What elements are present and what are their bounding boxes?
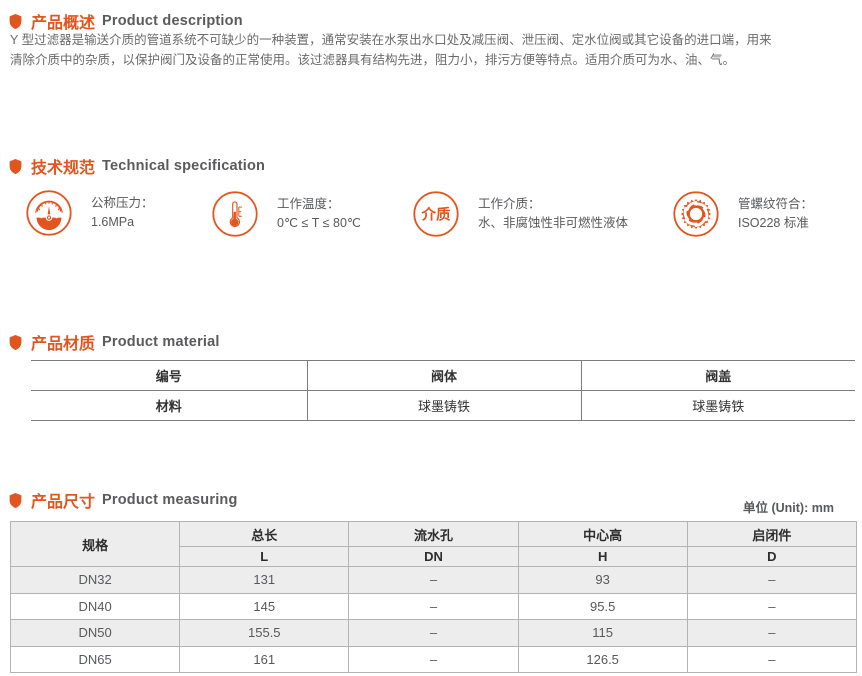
svg-text:介质: 介质 bbox=[420, 205, 451, 223]
